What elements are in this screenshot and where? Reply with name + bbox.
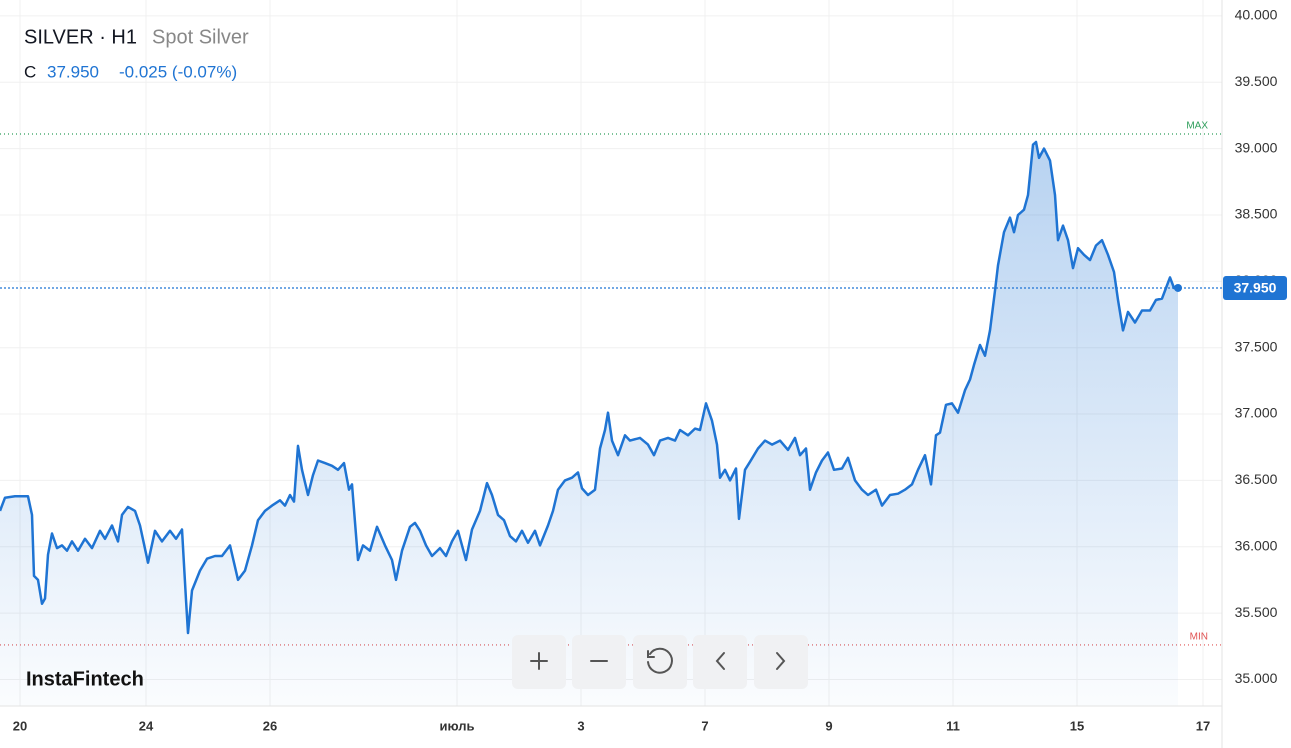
x-tick-label: июль [439, 718, 474, 733]
x-tick-label: 9 [825, 718, 832, 733]
x-tick-label: 15 [1070, 718, 1084, 733]
y-tick-label: 39.000 [1235, 139, 1278, 155]
x-tick-label: 17 [1196, 718, 1210, 733]
y-tick-label: 39.500 [1235, 73, 1278, 89]
x-tick-label: 7 [701, 718, 708, 733]
scroll-right-button[interactable] [754, 635, 808, 689]
current-price-label: 37.950 [1234, 280, 1277, 296]
y-tick-label: 35.000 [1235, 670, 1278, 686]
y-tick-label: 35.500 [1235, 604, 1278, 620]
x-tick-label: 11 [946, 718, 960, 733]
x-tick-label: 26 [263, 718, 277, 733]
current-price-badge [1223, 275, 1287, 300]
max-line-label: MAX [1186, 121, 1208, 132]
zoom-in-button[interactable] [512, 635, 566, 689]
price-area [0, 142, 1178, 706]
x-tick-label: 3 [577, 718, 584, 733]
x-tick-label: 20 [13, 718, 27, 733]
brand-logo: InstaFintech [26, 668, 144, 690]
zoom-controls [512, 635, 808, 689]
y-tick-label: 36.000 [1235, 537, 1278, 553]
price-change: -0.025 (-0.07%) [119, 62, 237, 81]
instrument-name: Spot Silver [152, 26, 249, 48]
y-tick-label: 38.500 [1235, 206, 1278, 222]
y-tick-label: 37.500 [1235, 338, 1278, 354]
x-tick-label: 24 [139, 718, 154, 733]
price-line [0, 140, 1178, 635]
zoom-out-button[interactable] [572, 635, 626, 689]
symbol: SILVER · H1 [24, 26, 137, 48]
y-tick-label: 37.000 [1235, 405, 1278, 421]
ohlc-prefix: C [24, 62, 36, 81]
y-tick-label: 36.500 [1235, 471, 1278, 487]
min-line-label: MIN [1190, 632, 1208, 643]
scroll-left-button[interactable] [693, 635, 747, 689]
y-tick-label: 40.000 [1235, 7, 1278, 23]
close-price: 37.950 [47, 62, 99, 81]
reset-button[interactable] [633, 635, 687, 689]
